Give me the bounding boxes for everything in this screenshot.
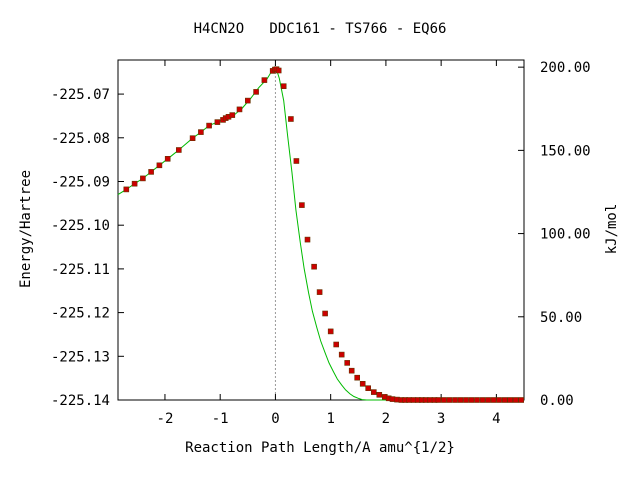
data-point — [123, 186, 130, 193]
data-point — [293, 158, 300, 164]
data-point — [435, 397, 442, 403]
data-point — [485, 397, 491, 403]
data-point — [148, 169, 154, 175]
data-points — [123, 66, 525, 403]
data-point — [457, 397, 464, 403]
data-point — [261, 77, 268, 83]
data-point — [365, 385, 372, 392]
y-tick-label: -225.08 — [51, 131, 110, 147]
data-point — [354, 374, 361, 381]
y-tick-label: -225.11 — [51, 262, 110, 278]
data-point — [140, 175, 146, 182]
data-point — [214, 119, 221, 125]
data-point — [206, 122, 212, 129]
data-point — [322, 310, 328, 317]
data-point — [198, 129, 204, 135]
data-point — [280, 83, 287, 89]
data-point — [131, 180, 138, 187]
data-point — [245, 97, 251, 104]
x-tick-label: 2 — [382, 411, 390, 427]
y2-tick-label: 100.00 — [540, 227, 591, 243]
y-tick-label: -225.14 — [51, 393, 110, 409]
data-point — [311, 263, 317, 270]
data-point — [507, 397, 514, 403]
data-point — [512, 397, 519, 403]
data-point — [156, 162, 163, 169]
data-point — [463, 397, 469, 403]
data-point — [236, 106, 243, 113]
chart-title: H4CN2O DDC161 - TS766 - EQ66 — [194, 21, 447, 37]
data-point — [229, 112, 236, 118]
x-axis-ticks: -2 -1 0 1 2 3 4 — [157, 60, 501, 427]
data-point — [338, 351, 345, 358]
y-tick-label: -225.07 — [51, 87, 110, 103]
y2-axis-ticks: 200.00 150.00 100.00 50.00 0.00 — [518, 60, 591, 409]
data-point — [441, 397, 447, 403]
data-point — [176, 147, 182, 153]
y-axis-ticks: -225.07 -225.08 -225.09 -225.10 -225.11 -225.… — [51, 87, 124, 409]
data-point — [479, 397, 486, 403]
data-point — [474, 397, 480, 403]
y2-axis-label: kJ/mol — [604, 204, 620, 255]
data-point — [468, 397, 475, 403]
data-point — [496, 397, 502, 403]
x-tick-label: -1 — [212, 411, 229, 427]
data-point — [344, 360, 351, 366]
x-tick-label: 3 — [437, 411, 445, 427]
y-axis-label: Energy/Hartree — [18, 170, 34, 288]
plot-frame — [117, 59, 525, 401]
y-tick-label: -225.12 — [51, 306, 110, 322]
data-point — [518, 397, 525, 403]
data-point — [288, 116, 294, 122]
data-point — [327, 328, 334, 335]
data-point — [376, 391, 383, 398]
y-tick-label: -225.09 — [51, 174, 110, 190]
data-point — [490, 397, 497, 403]
x-axis-label: Reaction Path Length/A amu^{1/2} — [185, 440, 455, 456]
data-point — [333, 341, 340, 348]
data-point — [359, 380, 366, 387]
data-point — [316, 289, 323, 295]
data-point — [446, 397, 453, 403]
y-tick-label: -225.10 — [51, 218, 110, 234]
data-point — [370, 389, 377, 395]
data-point — [348, 367, 355, 374]
y-tick-label: -225.13 — [51, 349, 110, 365]
data-point — [501, 397, 508, 403]
data-point — [452, 397, 458, 403]
data-point — [304, 236, 311, 243]
y2-tick-label: 50.00 — [540, 310, 582, 326]
data-point — [164, 156, 171, 162]
data-point — [253, 89, 259, 95]
x-tick-label: 0 — [271, 411, 279, 427]
energy-curve-line — [117, 68, 524, 401]
x-tick-label: 4 — [492, 411, 500, 427]
y2-tick-label: 200.00 — [540, 60, 591, 76]
data-point — [275, 67, 282, 74]
data-point — [299, 202, 305, 208]
y2-tick-label: 150.00 — [540, 143, 591, 159]
x-tick-label: 1 — [326, 411, 334, 427]
data-point — [189, 135, 196, 141]
y2-tick-label: 0.00 — [540, 393, 574, 409]
x-tick-label: -2 — [157, 411, 174, 427]
